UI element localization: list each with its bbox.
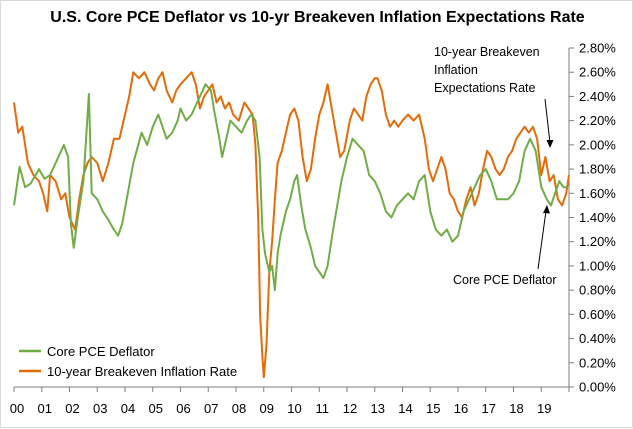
y-tick-label: 2.20% [579, 113, 616, 128]
x-tick-label: 00 [10, 401, 24, 416]
y-tick-label: 0.60% [579, 307, 616, 322]
y-tick-label: 1.60% [579, 186, 616, 201]
x-tick-label: 17 [482, 401, 496, 416]
annotation-arrow-breakeven [544, 98, 551, 144]
x-tick-label: 13 [371, 401, 385, 416]
x-tick-label: 09 [260, 401, 274, 416]
annotation-arrowhead-breakeven [546, 140, 554, 148]
series-line-breakeven [13, 71, 570, 379]
x-tick-label: 12 [343, 401, 357, 416]
annotation-breakeven-label: Inflation [434, 63, 478, 77]
y-tick-label: 1.00% [579, 258, 616, 273]
y-tick-label: 2.60% [579, 65, 616, 80]
x-tick-label: 04 [121, 401, 135, 416]
x-tick-label: 18 [509, 401, 523, 416]
x-tick-label: 07 [204, 401, 218, 416]
x-tick-label: 06 [176, 401, 190, 416]
y-tick-label: 2.40% [579, 89, 616, 104]
y-tick-label: 0.40% [579, 331, 616, 346]
y-tick-label: 0.20% [579, 355, 616, 370]
y-tick-label: 2.00% [579, 137, 616, 152]
x-tick-label: 14 [398, 401, 412, 416]
y-tick-label: 1.80% [579, 162, 616, 177]
annotation-arrowhead-core-pce [543, 205, 550, 214]
y-tick-label: 1.40% [579, 210, 616, 225]
y-tick-label: 1.20% [579, 234, 616, 249]
legend-label: 10-year Breakeven Inflation Rate [47, 364, 237, 379]
x-tick-label: 16 [454, 401, 468, 416]
x-tick-label: 10 [287, 401, 301, 416]
x-tick-label: 05 [149, 401, 163, 416]
y-tick-label: 0.80% [579, 283, 616, 298]
annotation-breakeven-label: Expectations Rate [434, 81, 535, 95]
x-tick-label: 03 [93, 401, 107, 416]
chart-title: U.S. Core PCE Deflator vs 10-yr Breakeve… [50, 9, 585, 26]
x-tick-label: 01 [38, 401, 52, 416]
y-tick-label: 2.80% [579, 41, 616, 56]
x-tick-label: 11 [316, 401, 330, 416]
x-tick-label: 19 [537, 401, 551, 416]
x-tick-label: 08 [232, 401, 246, 416]
legend-label: Core PCE Deflator [47, 344, 155, 359]
x-tick-label: 02 [65, 401, 79, 416]
annotation-breakeven-label: 10-year Breakeven [434, 45, 540, 59]
series-line-core-pce [13, 83, 568, 292]
annotation-arrow-core-pce [537, 210, 547, 270]
annotation-core-pce-label: Core PCE Deflator [453, 273, 557, 287]
y-tick-label: 0.00% [579, 380, 616, 395]
x-tick-label: 15 [426, 401, 440, 416]
